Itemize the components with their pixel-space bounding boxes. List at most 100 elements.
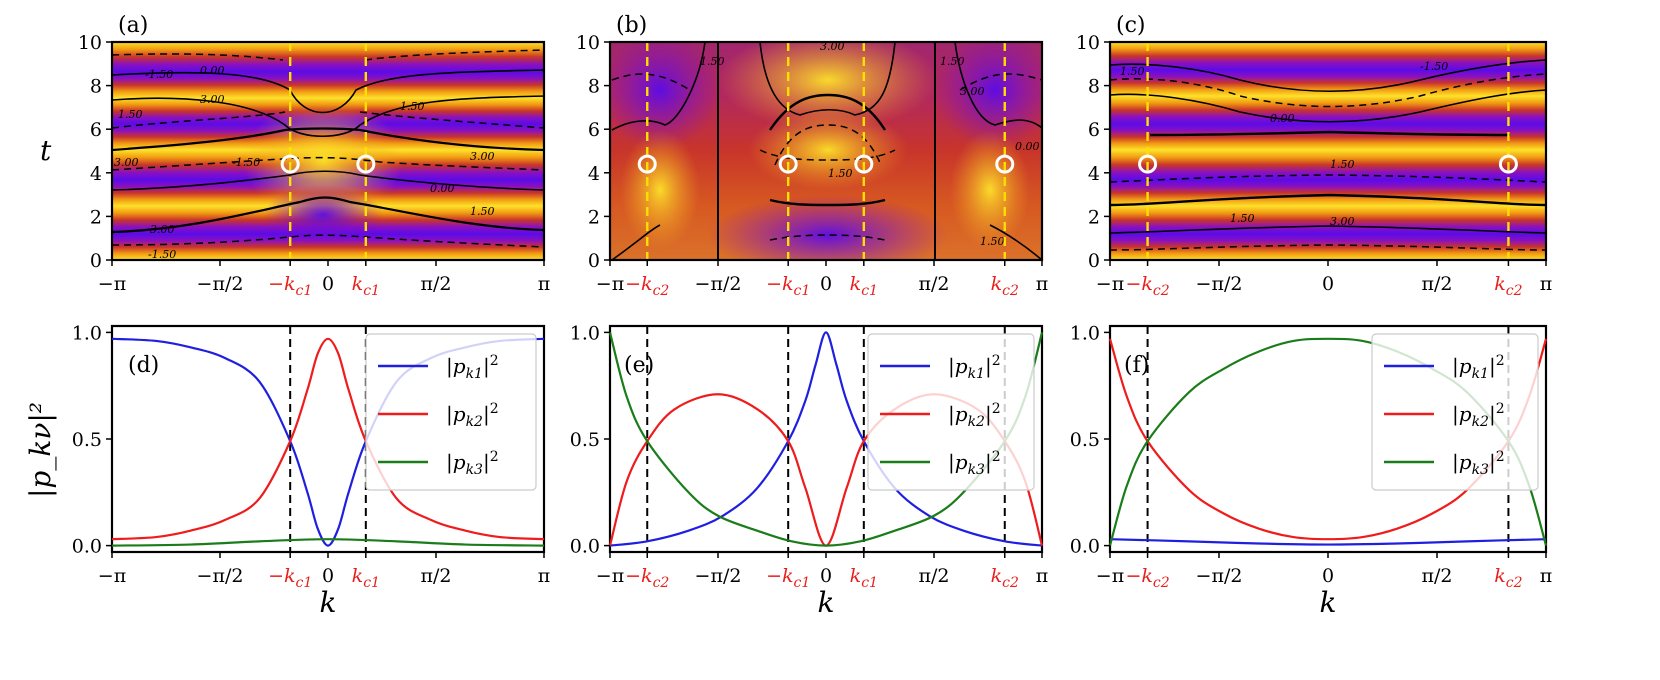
panel-label-e: (e) <box>624 353 654 378</box>
xtick-label-2-5: kc2 <box>1494 273 1522 299</box>
ytick-label-2-0: 0 <box>1088 250 1100 272</box>
xtick-label-bottom-0-6: π <box>538 565 551 587</box>
panel-label-a: (a) <box>118 13 148 38</box>
xtick-label-0-4: kc1 <box>352 273 380 299</box>
ytick-label-0-3: 6 <box>90 119 102 141</box>
panel-label-c: (c) <box>1116 13 1146 38</box>
xticks-a: −π −π/2 −kc1 0 kc1 π/2 π <box>98 260 550 299</box>
xtick-label-bottom-2-5: kc2 <box>1494 565 1522 591</box>
critical-lines-c <box>1138 42 1518 260</box>
xtick-label-2-2: −π/2 <box>1196 273 1243 295</box>
xtick-label-bottom-1-7: kc2 <box>991 565 1019 591</box>
critical-point-1-2 <box>854 154 874 174</box>
xtick-label-1-1: −kc2 <box>625 273 669 299</box>
legend-label-2-2: |pk3|2 <box>1452 449 1505 478</box>
legend-1: |pk1|2 |pk2|2 |pk3|2 <box>867 333 1035 491</box>
ytick-label-2-4: 8 <box>1088 76 1100 98</box>
xtick-label-0-6: π <box>538 273 551 295</box>
yticks-a: 0 2 4 6 8 10 <box>78 32 112 272</box>
contour-label-a5: 3.00 <box>114 156 139 169</box>
xtick-label-1-3: −kc1 <box>766 273 810 299</box>
critical-point-0-1 <box>356 154 376 174</box>
xlabel-e: k <box>818 586 835 619</box>
contour-label-c4: 1.50 <box>1330 158 1355 171</box>
panel-f: |pk1|2 |pk2|2 |pk3|2 0.0 0.5 1.0 −π −kc2 −π/2 0 π/… <box>1070 322 1552 619</box>
xtick-label-2-4: π/2 <box>1422 273 1453 295</box>
ytick-label-2-5: 10 <box>1076 32 1100 54</box>
xtick-label-0-1: −π/2 <box>197 273 244 295</box>
contour-label-b3: 1.50 <box>828 167 853 180</box>
ytick-label-1-3: 6 <box>588 119 600 141</box>
series-line-0-2 <box>111 538 545 547</box>
ytick-label-1-1: 2 <box>588 206 600 228</box>
xtick-label-1-2: −π/2 <box>695 273 742 295</box>
xtick-label-2-0: −π <box>1096 273 1124 295</box>
critical-lines-b <box>637 42 1015 260</box>
xtick-label-bottom-1-8: π <box>1036 565 1049 587</box>
contour-label-b6: 0.00 <box>1015 140 1040 153</box>
series-line-0-1 <box>111 337 545 541</box>
contour-label-a11: -1.50 <box>148 248 176 261</box>
ytick-label-0-1: 2 <box>90 206 102 228</box>
legend-0: |pk1|2 |pk2|2 |pk3|2 <box>365 333 537 491</box>
ytick-label-1-0: 0 <box>588 250 600 272</box>
contour-label-a3: 1.50 <box>118 108 143 121</box>
contour-label-a7: 3.00 <box>470 150 495 163</box>
contour-label-a8: 0.00 <box>430 182 455 195</box>
critical-point-1-1 <box>778 154 798 174</box>
legend-label-1-0: |pk1|2 <box>948 353 1001 382</box>
panel-c: 1.50 -1.50 0.00 1.50 3.00 1.50 0 2 4 6 8 10 −… <box>1076 13 1552 299</box>
contour-label-c3: 0.00 <box>1270 112 1295 125</box>
ytick-label-0-2: 4 <box>90 163 102 185</box>
ytick-label-bottom-2-1: 0.5 <box>1070 429 1100 451</box>
contour-label-c2: -1.50 <box>1420 60 1448 73</box>
ytick-label-bottom-2-0: 0.0 <box>1070 536 1100 558</box>
contour-label-c6: 1.50 <box>1230 212 1255 225</box>
critical-lines-a <box>280 42 376 260</box>
xtick-label-bottom-0-0: −π <box>98 565 126 587</box>
ytick-label-1-4: 8 <box>588 76 600 98</box>
panel-label-d: (d) <box>128 353 159 378</box>
legend-box-2 <box>1371 333 1539 491</box>
xtick-label-bottom-1-0: −π <box>596 565 624 587</box>
contour-label-a2: 0.00 <box>200 64 225 77</box>
xtick-label-2-1: −kc2 <box>1125 273 1169 299</box>
xtick-label-bottom-2-1: −kc2 <box>1125 565 1169 591</box>
contour-label-a10: 3.00 <box>150 223 175 236</box>
xtick-label-bottom-1-4: 0 <box>820 565 832 587</box>
ytick-label-bottom-1-2: 1.0 <box>570 322 600 344</box>
ytick-label-1-2: 4 <box>588 163 600 185</box>
ytick-label-2-3: 6 <box>1088 119 1100 141</box>
xtick-label-bottom-2-0: −π <box>1096 565 1124 587</box>
critical-point-1-0 <box>637 154 657 174</box>
ytick-label-bottom-1-1: 0.5 <box>570 429 600 451</box>
ytick-label-0-0: 0 <box>90 250 102 272</box>
legend-label-1-1: |pk2|2 <box>948 401 1001 430</box>
ytick-label-2-2: 4 <box>1088 163 1100 185</box>
contour-label-b4: 1.50 <box>940 55 965 68</box>
xtick-label-bottom-0-2: −kc1 <box>268 565 312 591</box>
plot-f: |pk1|2 |pk2|2 |pk3|2 0.0 0.5 1.0 −π −kc2 −π/2 0 π/… <box>1070 322 1552 591</box>
legend-box-0 <box>365 333 537 491</box>
yticks-b: 0 2 4 6 8 10 <box>576 32 610 272</box>
panel-b: 1.50 3.00 1.50 1.50 3.00 0.00 1.50 0 2 4 6 8… <box>576 13 1048 299</box>
xticks-b: −π −kc2 −π/2 −kc1 0 kc1 π/2 kc2 π <box>596 260 1048 299</box>
yticks-c: 0 2 4 6 8 10 <box>1076 32 1110 272</box>
xlabel-f: k <box>1320 586 1337 619</box>
contour-label-a9: 1.50 <box>470 205 495 218</box>
plot-e: |pk1|2 |pk2|2 |pk3|2 0.0 0.5 1.0 −π −kc2 −π/2 −kc… <box>570 322 1048 591</box>
legend-label-1-2: |pk3|2 <box>948 449 1001 478</box>
xtick-label-bottom-2-6: π <box>1540 565 1553 587</box>
panel-a: -1.50 0.00 1.50 3.00 3.00 -1.50 3.00 0.0… <box>40 13 550 299</box>
xtick-label-0-5: π/2 <box>421 273 452 295</box>
legend-box-1 <box>867 333 1035 491</box>
critical-point-0-0 <box>280 154 300 174</box>
legend-label-2-0: |pk1|2 <box>1452 353 1505 382</box>
contour-label-b5: 3.00 <box>960 85 985 98</box>
series-line-2-0 <box>1109 538 1547 546</box>
contour-label-a1: -1.50 <box>145 68 173 81</box>
panel-e: |pk1|2 |pk2|2 |pk3|2 0.0 0.5 1.0 −π −kc2 −π/2 −kc… <box>570 322 1048 619</box>
critical-point-2-1 <box>1498 154 1518 174</box>
ytick-label-bottom-0-0: 0.0 <box>72 536 102 558</box>
